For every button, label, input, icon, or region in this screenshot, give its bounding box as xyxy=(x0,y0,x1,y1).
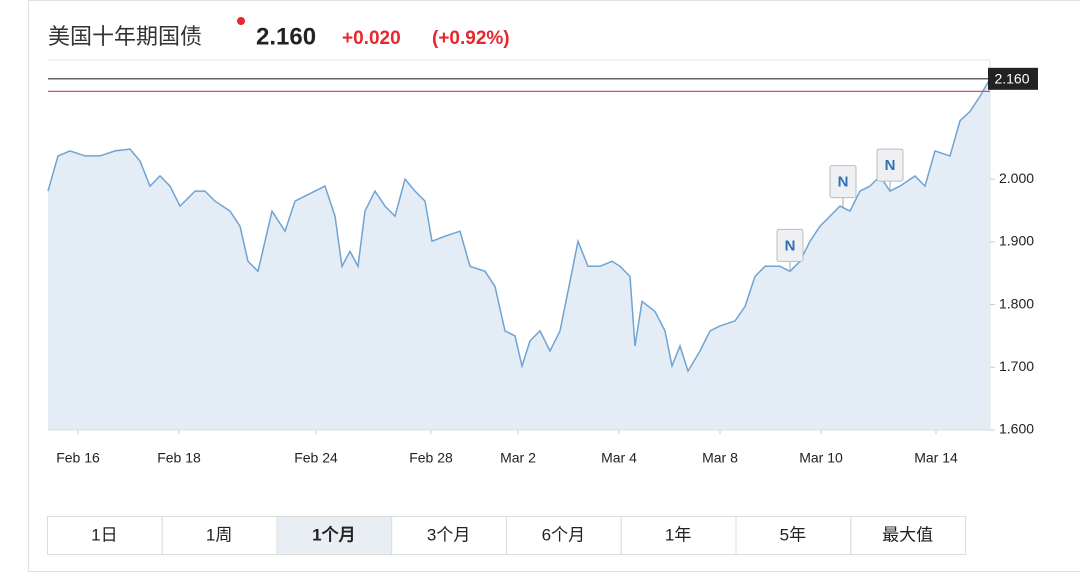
x-tick-label: Mar 2 xyxy=(500,450,536,466)
range-button[interactable] xyxy=(850,516,966,555)
x-tick-label: Mar 10 xyxy=(799,450,843,466)
title: 美国十年期国债 xyxy=(48,24,202,49)
range-button-label[interactable]: 5年 xyxy=(780,525,806,544)
news-flag-label: N xyxy=(885,157,896,174)
x-tick-label: Mar 4 xyxy=(601,450,637,466)
y-tick-label: 1.900 xyxy=(999,233,1034,249)
x-tick-label: Mar 14 xyxy=(914,450,958,466)
price: 2.160 xyxy=(256,23,316,50)
x-tick-label: Feb 24 xyxy=(294,450,338,466)
plot: 1.600 1.700 1.800 1.900 2.000 Feb 16 Feb 18 Feb… xyxy=(47,59,1038,466)
range-button[interactable] xyxy=(620,516,737,555)
line xyxy=(47,78,991,373)
change: +0.020 xyxy=(342,28,401,49)
y-tick-label: 1.700 xyxy=(999,358,1034,374)
range-button-label[interactable]: 1个月 xyxy=(312,524,355,544)
range-button-label[interactable]: 1周 xyxy=(206,525,232,544)
news-flag-label: N xyxy=(838,174,849,191)
x-tick-label: Mar 8 xyxy=(702,450,738,466)
range-button[interactable] xyxy=(735,516,852,555)
range-button-label[interactable]: 最大值 xyxy=(882,525,933,544)
range-button[interactable] xyxy=(506,516,622,555)
area xyxy=(48,78,990,431)
x-tick-label: Feb 28 xyxy=(409,450,453,466)
news-flag xyxy=(776,228,804,262)
news-flag xyxy=(829,165,857,199)
x-tick-label: Feb 16 xyxy=(56,450,100,466)
last-price-label: 2.160 xyxy=(994,71,1029,87)
y-tick-label: 2.000 xyxy=(999,170,1034,186)
range-button-label[interactable]: 6个月 xyxy=(542,525,585,544)
range-button-label[interactable]: 1日 xyxy=(91,525,117,544)
news-flag-label: N xyxy=(785,237,796,254)
change-pct: (+0.92%) xyxy=(432,28,510,49)
range-button-label[interactable]: 3个月 xyxy=(427,525,470,544)
range-button[interactable] xyxy=(391,516,507,555)
x-tick-label: Feb 18 xyxy=(157,450,201,466)
last-price-box xyxy=(988,67,1038,90)
y-tick-label: 1.800 xyxy=(999,295,1034,311)
range-buttons: 1日 1周 1个月 3个月 6个月 1年 5年 最大值 xyxy=(47,516,966,555)
y-tick-label: 1.600 xyxy=(999,421,1034,437)
live-dot xyxy=(237,17,245,25)
range-button-label[interactable]: 1年 xyxy=(665,525,691,544)
news-flag xyxy=(876,148,904,182)
range-button[interactable] xyxy=(276,516,393,555)
